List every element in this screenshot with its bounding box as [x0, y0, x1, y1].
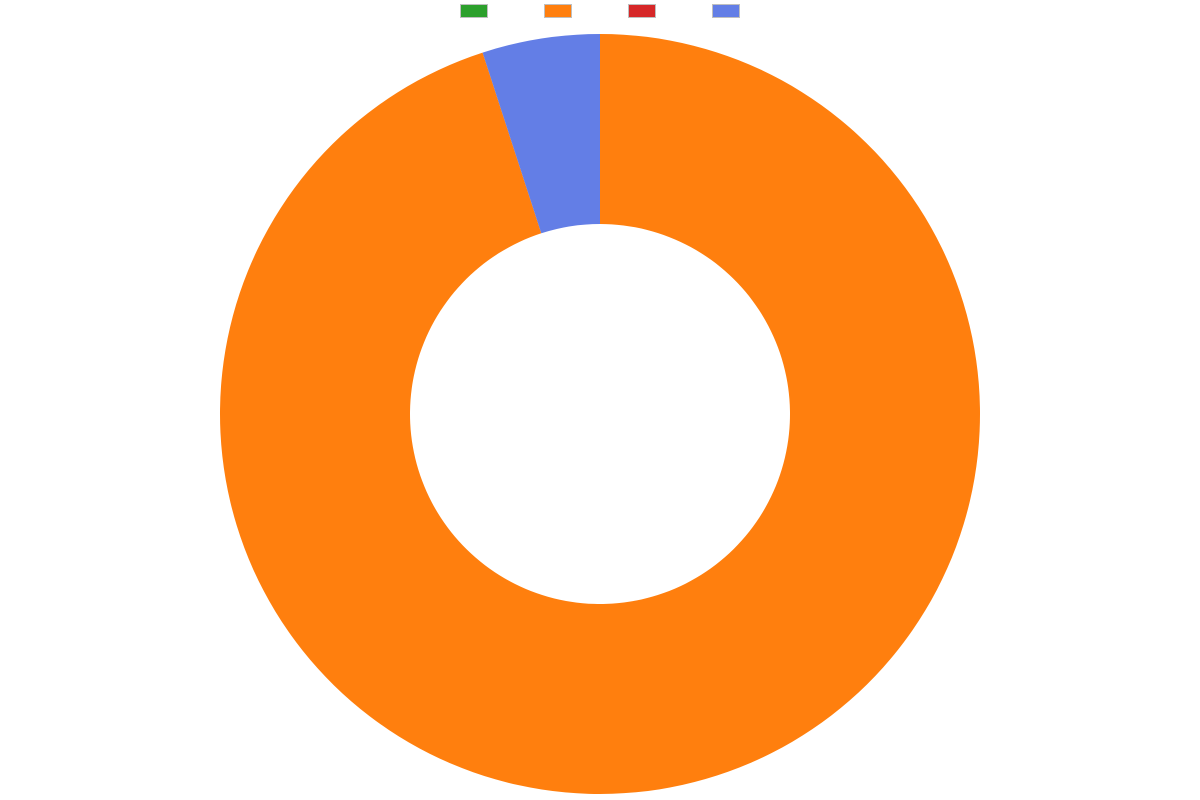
chart-page [0, 0, 1200, 800]
donut-chart-wrap [0, 28, 1200, 800]
legend-item [628, 4, 656, 18]
legend-swatch-icon [460, 4, 488, 18]
legend-item [712, 4, 740, 18]
legend-swatch-icon [544, 4, 572, 18]
donut-chart [216, 30, 984, 798]
legend-item [460, 4, 488, 18]
legend [0, 4, 1200, 18]
legend-swatch-icon [712, 4, 740, 18]
legend-item [544, 4, 572, 18]
legend-swatch-icon [628, 4, 656, 18]
